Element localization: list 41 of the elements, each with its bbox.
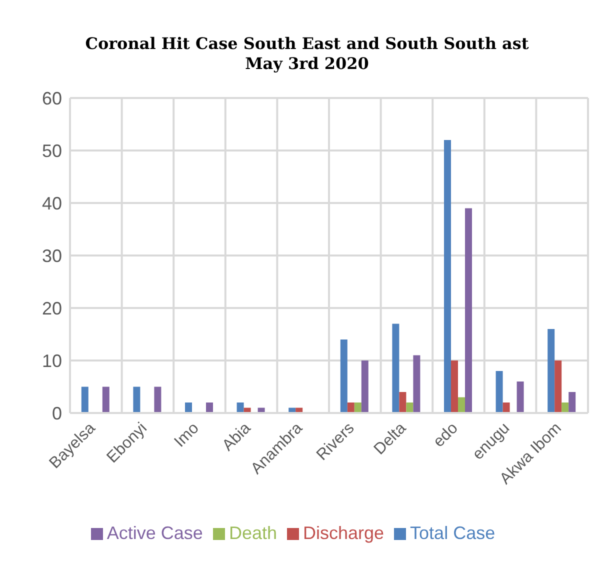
bar <box>361 360 368 413</box>
y-tick-label: 10 <box>42 350 62 371</box>
bar <box>496 371 503 413</box>
bar <box>450 360 458 413</box>
bar <box>464 208 472 413</box>
bar <box>81 386 88 413</box>
bar <box>392 324 400 413</box>
y-tick-label: 50 <box>42 140 62 161</box>
legend-label: Death <box>228 523 277 543</box>
bar <box>236 402 244 413</box>
bar <box>458 397 465 413</box>
bar <box>562 402 569 413</box>
bar <box>184 402 192 413</box>
bar <box>133 386 140 413</box>
bar <box>347 402 354 413</box>
bar <box>444 140 451 413</box>
y-tick-label: 30 <box>42 246 62 266</box>
bar <box>568 392 576 413</box>
x-tick-label: edo <box>430 420 462 451</box>
legend-label: Total Case <box>410 523 496 543</box>
x-tick-label: Abia <box>219 420 254 454</box>
chart-title: Coronal Hit Case South East and South South ast May 3rd 2020 <box>84 34 530 74</box>
bar <box>406 402 414 413</box>
bar <box>548 329 555 413</box>
legend-label: Active Case <box>106 523 203 543</box>
bar <box>154 386 162 413</box>
bar <box>340 340 348 413</box>
bar <box>354 402 362 413</box>
bar <box>413 355 420 413</box>
bar <box>502 402 510 413</box>
y-tick-label: 20 <box>42 298 62 318</box>
bar <box>102 386 110 413</box>
y-tick-label: 60 <box>42 88 62 108</box>
bar <box>554 360 562 413</box>
y-tick-label: 40 <box>42 193 62 214</box>
bar <box>516 382 524 413</box>
bar <box>399 392 406 413</box>
legend-label: Discharge <box>303 523 384 543</box>
x-tick-label: Imo <box>171 420 202 451</box>
y-tick-label: 0 <box>52 403 62 424</box>
bar <box>206 402 213 413</box>
